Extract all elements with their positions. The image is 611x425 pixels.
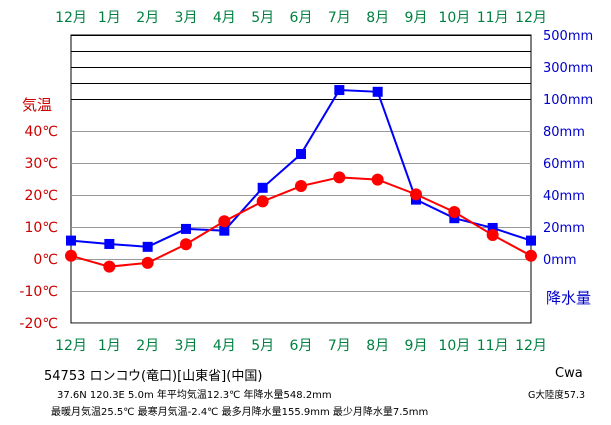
precipitation-point: [526, 235, 536, 246]
month-label-top: 12月: [55, 10, 87, 26]
temperature-axis: 気温 40℃ 30℃ 20℃ 10℃ 0℃ -10℃ -20℃: [19, 96, 58, 332]
temperature-point: [218, 215, 231, 228]
temperature-tick-label: -20℃: [19, 316, 58, 332]
precipitation-point: [104, 238, 115, 249]
precipitation-axis-title: 降水量: [546, 289, 591, 307]
precipitation-axis: 500mm 300mm 100mm 80mm 60mm 40mm 20mm 0mm 降水量: [543, 29, 593, 307]
precipitation-point: [487, 222, 498, 233]
month-label-bottom: 12月: [55, 338, 87, 354]
month-label-bottom: 6月: [290, 338, 313, 354]
month-label-bottom: 5月: [251, 338, 274, 354]
temperature-point: [141, 256, 154, 269]
month-label-bottom: 4月: [213, 338, 236, 354]
precipitation-tick-label: 0mm: [543, 253, 577, 268]
precipitation-point: [449, 213, 460, 224]
top-month-labels: 12月 1月 2月 3月 4月 5月 6月 7月 8月 9月 10月 11月 12月: [55, 10, 547, 26]
month-label-top: 8月: [366, 10, 389, 26]
month-label-top: 9月: [405, 10, 428, 26]
precipitation-point: [142, 241, 153, 252]
precipitation-tick-label: 20mm: [543, 221, 585, 236]
temperature-tick-label: 30℃: [24, 156, 58, 172]
precipitation-tick-label: 60mm: [543, 157, 585, 172]
precipitation-tick-label: 100mm: [543, 93, 593, 108]
temperature-tick-label: 10℃: [24, 220, 58, 236]
precipitation-point: [181, 223, 191, 234]
temperature-tick-label: 20℃: [24, 188, 58, 204]
month-label-bottom: 2月: [136, 338, 159, 354]
month-label-bottom: 12月: [515, 338, 547, 354]
temperature-point: [486, 229, 499, 241]
precipitation-tick-label: 40mm: [543, 189, 585, 204]
grid: [70, 34, 532, 324]
temperature-point: [256, 195, 269, 208]
precipitation-point: [334, 85, 345, 96]
month-label-bottom: 11月: [477, 338, 509, 354]
temperature-point: [103, 260, 116, 273]
temperature-point: [371, 173, 384, 186]
month-label-bottom: 10月: [438, 338, 470, 354]
precipitation-line: [70, 89, 532, 248]
month-label-top: 2月: [136, 10, 159, 26]
precipitation-point: [372, 86, 383, 97]
precipitation-point: [66, 235, 76, 246]
precipitation-tick-label: 80mm: [543, 125, 585, 140]
temperature-point: [525, 249, 537, 262]
temperature-tick-label: 40℃: [24, 124, 58, 140]
month-label-top: 3月: [175, 10, 198, 26]
temperature-point: [448, 205, 461, 218]
precipitation-series: [66, 85, 536, 252]
month-label-bottom: 9月: [405, 338, 428, 354]
month-label-top: 1月: [98, 10, 121, 26]
month-label-top: 10月: [438, 10, 470, 26]
month-label-top: 7月: [328, 10, 351, 26]
precipitation-point: [257, 182, 268, 193]
month-label-bottom: 3月: [175, 338, 198, 354]
plot-frame: [70, 34, 532, 324]
temperature-point: [333, 171, 346, 184]
month-label-top: 12月: [515, 10, 547, 26]
month-label-top: 11月: [477, 10, 509, 26]
temperature-point: [180, 238, 192, 251]
month-label-top: 6月: [290, 10, 313, 26]
temperature-point: [410, 188, 422, 201]
month-label-bottom: 1月: [98, 338, 121, 354]
precipitation-tick-label: 500mm: [543, 29, 593, 44]
temperature-tick-label: -10℃: [19, 284, 58, 300]
month-label-bottom: 7月: [328, 338, 351, 354]
temperature-point: [65, 249, 77, 262]
temperature-axis-title: 気温: [22, 96, 52, 114]
month-label-bottom: 8月: [366, 338, 389, 354]
temperature-tick-label: 0℃: [33, 252, 58, 268]
precipitation-point: [296, 149, 306, 160]
precipitation-point: [219, 225, 230, 236]
precipitation-tick-label: 300mm: [543, 61, 593, 76]
month-label-top: 5月: [251, 10, 274, 26]
month-label-top: 4月: [213, 10, 236, 26]
temperature-point: [295, 180, 307, 193]
temperature-series: [65, 171, 537, 273]
bottom-month-labels: 12月 1月 2月 3月 4月 5月 6月 7月 8月 9月 10月 11月 12月: [55, 338, 547, 354]
